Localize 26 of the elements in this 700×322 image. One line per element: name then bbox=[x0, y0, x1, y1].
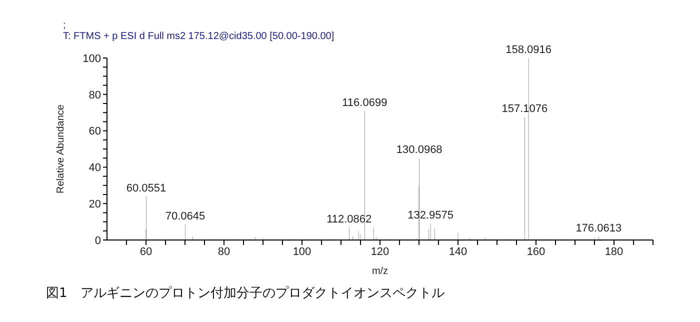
annotation: 70.0645 bbox=[165, 210, 206, 223]
y-tick-label: 80 bbox=[88, 89, 101, 102]
annotation: 157.1076 bbox=[502, 103, 548, 116]
x-tick-label: 60 bbox=[140, 246, 152, 258]
x-tick-label: 160 bbox=[526, 246, 546, 258]
y-tick-label: 20 bbox=[88, 198, 101, 211]
annotation: 112.0862 bbox=[326, 213, 372, 226]
chart-title: T: FTMS + p ESI d Full ms2 175.12@cid35.00 [50.00-190.00] bbox=[63, 31, 334, 42]
annotation: 158.0916 bbox=[506, 44, 552, 56]
annotation: 130.0968 bbox=[396, 144, 442, 156]
x-tick-label: 80 bbox=[218, 246, 230, 258]
y-tick-label: 0 bbox=[94, 234, 101, 247]
y-tick-label: 40 bbox=[88, 162, 101, 174]
x-tick-label: 140 bbox=[448, 246, 468, 258]
y-tick-label: 60 bbox=[88, 126, 101, 138]
x-axis-title: m/z bbox=[372, 266, 388, 277]
x-tick-label: 100 bbox=[292, 246, 312, 258]
text: ; bbox=[63, 20, 67, 31]
y-tick-label: 100 bbox=[82, 52, 101, 65]
x-tick-label: 120 bbox=[370, 246, 390, 258]
annotation: 60.0551 bbox=[126, 182, 166, 194]
x-tick-label: 180 bbox=[604, 246, 624, 258]
y-axis-title: Relative Abundance bbox=[56, 104, 67, 194]
annotation: 116.0699 bbox=[342, 96, 388, 109]
annotation: 176.0613 bbox=[576, 222, 622, 234]
caption: 図1 アルギニンのプロトン付加分子のプロダクトイオンスペクトル bbox=[46, 285, 444, 302]
